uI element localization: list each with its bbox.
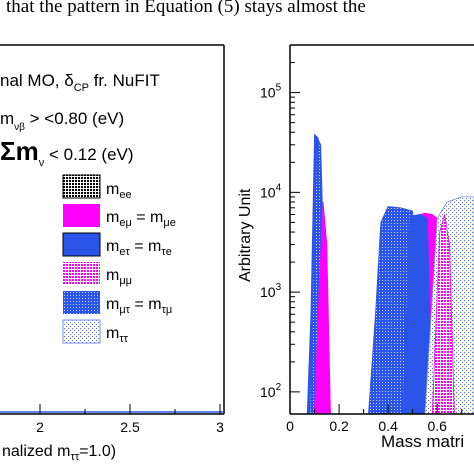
svg-text:mττ: mττ (106, 325, 129, 345)
legend-mass-limit: mνβ > <0.80 (eV) (0, 109, 124, 133)
x-tick-label: 0.6 (427, 418, 447, 434)
x-tick-label: 0 (286, 418, 294, 434)
legend-swatch (62, 174, 101, 199)
right-series-layer (306, 133, 474, 415)
right-x-axis-title: Mass matri (381, 432, 464, 451)
legend-entry-mtautau: mττ (62, 319, 129, 345)
legend-swatch (63, 291, 100, 314)
svg-text:mμτ = mτμ: mμτ = mτμ (106, 296, 172, 316)
svg-text:mee: mee (106, 181, 132, 201)
left-x-tick-label: 2.5 (120, 419, 140, 435)
left-x-tick-label: 2 (36, 419, 44, 435)
left-x-tick-label: 3 (216, 419, 224, 435)
right-panel: 102 103 104 105 0 0.2 0.4 0.6 Arbitrary Unit M… (237, 44, 474, 451)
legend-swatch (63, 262, 100, 285)
legend-entry-memu: meμ = mμe (63, 204, 176, 229)
caption-fragment: that the pattern in Equation (5) stays a… (6, 0, 366, 17)
x-tick-label: 0.2 (329, 418, 349, 434)
left-x-ticks: 2 2.5 3 (36, 404, 224, 435)
y-tick-label: 103 (260, 282, 282, 300)
left-x-axis-title: nalized mττ=1.0) (2, 443, 116, 463)
svg-text:meμ = mμe: meμ = mμe (106, 209, 176, 229)
legend-swatch (62, 232, 101, 257)
legend-swatch (62, 319, 101, 344)
legend-sum-limit: Σmν < 0.12 (eV) (0, 136, 134, 169)
y-tick-label: 104 (260, 182, 282, 200)
legend-entry-mmumu: mμμ (63, 262, 132, 287)
left-panel: 2 2.5 3 nalized mττ=1.0) nal MO, δCP fr.… (0, 44, 225, 463)
svg-text:mμμ: mμμ (106, 267, 132, 287)
right-y-ticks: 102 103 104 105 (260, 44, 300, 400)
legend: mee meμ = mμe meτ = mτe mμμ mμτ = mτμ mτ… (62, 174, 176, 345)
svg-text:meτ = mτe: meτ = mτe (106, 238, 172, 258)
y-tick-label: 105 (260, 83, 282, 101)
legend-title: nal MO, δCP fr. NuFIT (0, 71, 160, 94)
legend-entry-mee: mee (62, 174, 132, 201)
legend-entry-metau: meτ = mτe (62, 232, 172, 258)
x-tick-label: 0.4 (378, 418, 398, 434)
legend-entry-mmutau: mμτ = mτμ (63, 291, 172, 316)
right-x-ticks: 0 0.2 0.4 0.6 (286, 404, 463, 434)
right-y-axis-title: Arbitrary Unit (237, 188, 254, 282)
legend-swatch (63, 204, 100, 227)
y-tick-label: 102 (260, 382, 282, 400)
